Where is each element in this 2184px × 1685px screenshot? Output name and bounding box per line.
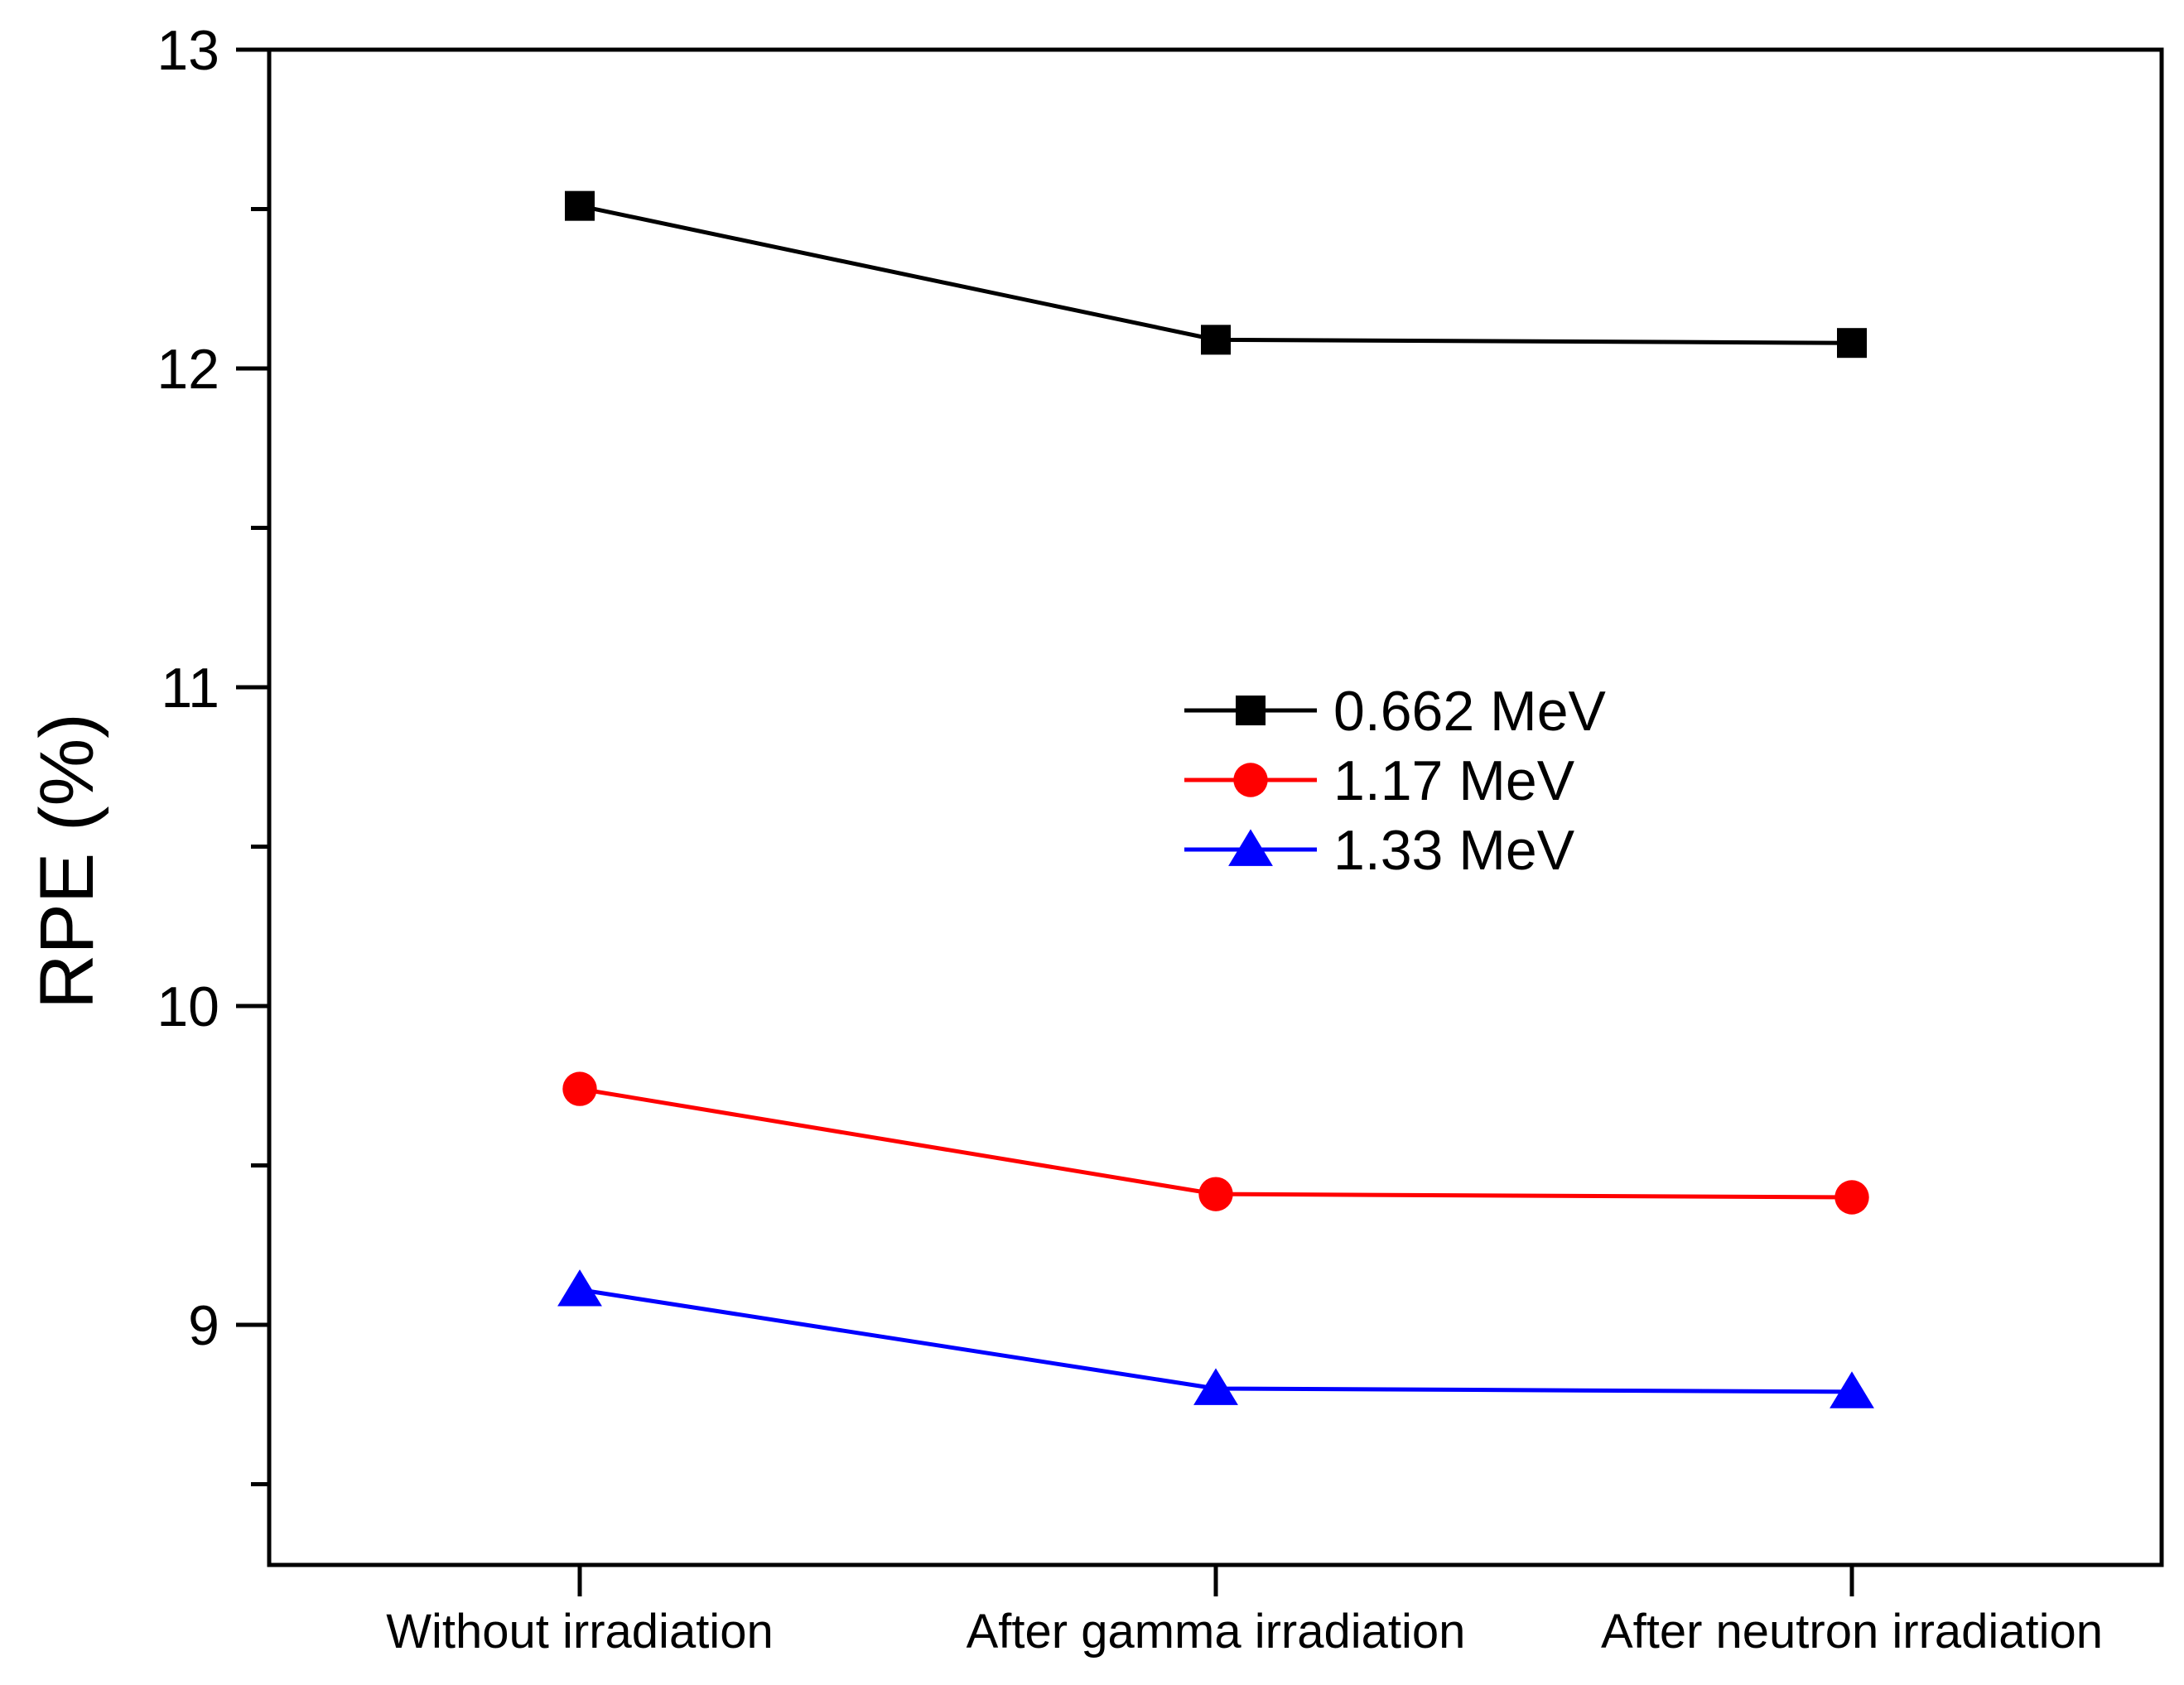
series-lines bbox=[579, 204, 1853, 1394]
x-tick-label: After neutron irradiation bbox=[1601, 1605, 2103, 1659]
y-tick-label: 13 bbox=[157, 19, 219, 82]
data-point-series-2 bbox=[562, 1071, 597, 1106]
y-axis: 9 10 11 12 13 bbox=[157, 19, 269, 1486]
x-tick-label: Without irradiation bbox=[386, 1605, 773, 1659]
data-point-series-2 bbox=[1834, 1180, 1869, 1215]
series-line-1 bbox=[579, 204, 1853, 345]
legend-marker-3 bbox=[1228, 829, 1273, 866]
data-point-series-2 bbox=[1198, 1177, 1233, 1211]
plot-area-frame bbox=[267, 47, 2164, 1567]
y-tick-label: 9 bbox=[188, 1294, 219, 1357]
x-tick-label: After gamma irradiation bbox=[967, 1605, 1466, 1659]
data-point-series-3 bbox=[1830, 1371, 1874, 1408]
legend-label-2: 1.17 MeV bbox=[1333, 749, 1575, 812]
y-axis-label: RPE (%) bbox=[25, 713, 109, 1009]
y-tick-label: 11 bbox=[161, 657, 219, 720]
data-point-series-1 bbox=[565, 190, 595, 221]
legend-marker-1 bbox=[1236, 696, 1266, 725]
legend-label-1: 0.662 MeV bbox=[1333, 680, 1607, 743]
data-point-series-3 bbox=[557, 1269, 602, 1307]
x-axis: Without irradiation After gamma irradiati… bbox=[386, 1565, 2103, 1659]
y-tick-label: 10 bbox=[157, 975, 219, 1038]
y-tick-label: 12 bbox=[157, 338, 219, 401]
data-point-series-3 bbox=[1193, 1368, 1238, 1405]
data-point-series-1 bbox=[1201, 325, 1231, 355]
legend-label-3: 1.33 MeV bbox=[1333, 819, 1575, 882]
data-point-series-1 bbox=[1837, 328, 1867, 359]
series-markers bbox=[557, 190, 1874, 1408]
legend-marker-2 bbox=[1233, 763, 1268, 797]
